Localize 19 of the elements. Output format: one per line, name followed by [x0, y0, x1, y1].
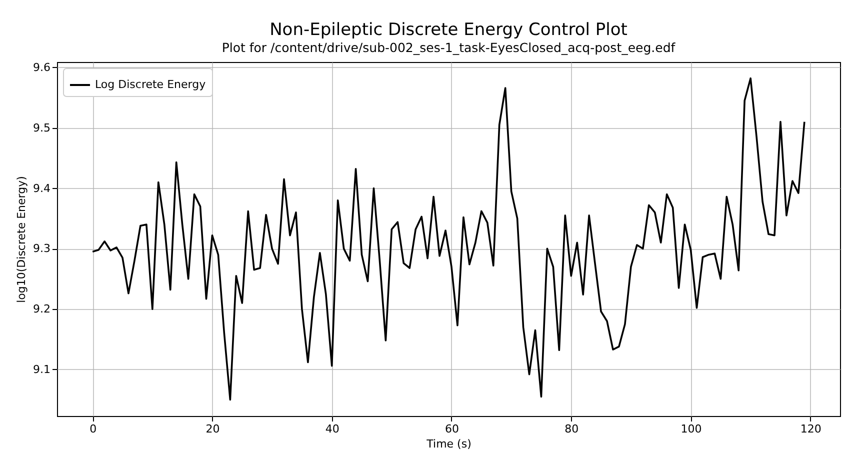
- x-axis-title: Time (s): [426, 438, 472, 450]
- x-tick-label: 20: [206, 422, 220, 436]
- x-tick-label: 120: [800, 422, 822, 436]
- x-tick-label: 80: [564, 422, 579, 436]
- y-tick-label: 9.1: [33, 362, 50, 376]
- legend-label: Log Discrete Energy: [95, 78, 206, 91]
- x-tick-label: 40: [325, 422, 340, 436]
- y-tick-label: 9.3: [33, 242, 50, 256]
- line-series: [92, 77, 806, 401]
- y-tick-label: 9.6: [33, 60, 50, 74]
- y-axis-title: log10(Discrete Energy): [15, 176, 28, 303]
- y-tick-label: 9.4: [33, 182, 50, 195]
- x-tick-label: 60: [444, 422, 459, 436]
- chart-subtitle: Plot for /content/drive/sub-002_ses-1_task-EyesClosed_acq-post_eeg.edf: [222, 40, 676, 55]
- y-tick-label: 9.5: [33, 121, 50, 134]
- chart-title: Non-Epileptic Discrete Energy Control Plot: [270, 20, 628, 40]
- x-tick-label: 100: [680, 422, 702, 436]
- y-tick-label: 9.2: [33, 302, 50, 316]
- x-tick-label: 0: [90, 422, 97, 436]
